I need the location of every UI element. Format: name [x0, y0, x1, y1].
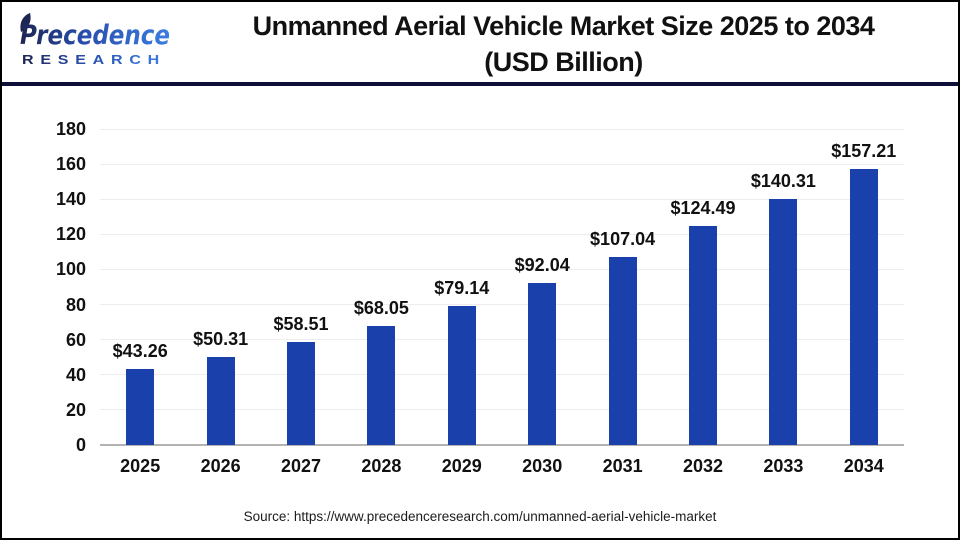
- bar-value-label: $157.21: [831, 141, 897, 161]
- x-axis-line: [100, 444, 904, 446]
- x-tick-label: 2029: [441, 456, 482, 476]
- y-tick-label: 0: [75, 435, 86, 455]
- bar-2031: [608, 257, 637, 445]
- x-tick-label: 2025: [120, 456, 161, 476]
- y-tick-label: 180: [55, 119, 86, 139]
- gridline: [100, 233, 904, 235]
- bar-2027: [287, 342, 315, 445]
- gridline: [100, 268, 904, 270]
- bar-2028: [367, 325, 396, 445]
- chart-title-line1: Unmanned Aerial Vehicle Market Size 2025…: [252, 11, 875, 41]
- y-tick-label: 20: [65, 399, 86, 420]
- x-tick-label: 2028: [361, 456, 402, 476]
- bar-value-label: $79.14: [434, 278, 490, 299]
- gridline: [100, 409, 904, 411]
- precedence-research-logo: Precedence RESEARCH: [20, 13, 170, 67]
- x-tick-label: 2030: [522, 456, 563, 476]
- bar-value-label: $58.51: [273, 314, 329, 335]
- gridline: [100, 304, 904, 306]
- y-tick-label: 60: [65, 329, 86, 350]
- x-tick-label: 2031: [602, 456, 643, 476]
- source-note: Source: https://www.precedenceresearch.c…: [243, 509, 717, 524]
- gridline: [100, 163, 904, 165]
- x-tick-label: 2027: [280, 456, 322, 476]
- bar-value-label: $50.31: [193, 328, 249, 349]
- y-tick-label: 80: [65, 294, 86, 315]
- bar-2034: [849, 169, 878, 445]
- chart-title-line2: (USD Billion): [484, 47, 643, 77]
- bar-2030: [528, 283, 557, 445]
- bar-2033: [769, 198, 798, 445]
- gridline: [100, 374, 904, 376]
- y-tick-label: 100: [55, 259, 86, 280]
- bar-2029: [447, 306, 476, 445]
- bar-value-label: $68.05: [353, 297, 409, 318]
- x-tick-label: 2033: [763, 456, 804, 476]
- bar-2032: [689, 226, 717, 445]
- bar-value-label: $140.31: [750, 170, 816, 191]
- header: Precedence RESEARCH Unmanned Aerial Vehi…: [2, 2, 958, 82]
- gridline: [100, 128, 904, 130]
- y-tick-label: 160: [55, 154, 86, 175]
- bar-value-label: $124.49: [670, 198, 736, 219]
- leaf-icon: [20, 13, 31, 32]
- logo-wordmark: Precedence: [20, 20, 170, 51]
- bar-2026: [206, 356, 235, 445]
- y-tick-label: 140: [55, 189, 86, 210]
- x-tick-label: 2026: [200, 456, 241, 476]
- logo-subtitle: RESEARCH: [22, 52, 166, 67]
- gridline: [100, 339, 904, 341]
- gridline: [100, 198, 904, 200]
- x-tick-label: 2034: [843, 456, 884, 476]
- header-divider: [2, 82, 958, 86]
- chart-title: Unmanned Aerial Vehicle Market Size 2025…: [177, 8, 950, 80]
- bar-value-label: $107.04: [590, 229, 656, 250]
- bar-2025: [126, 369, 155, 445]
- y-tick-label: 40: [65, 364, 86, 385]
- bar-value-label: $43.26: [112, 341, 168, 362]
- x-tick-label: 2032: [682, 456, 724, 476]
- y-tick-label: 120: [55, 224, 86, 245]
- bar-value-label: $92.04: [514, 255, 570, 276]
